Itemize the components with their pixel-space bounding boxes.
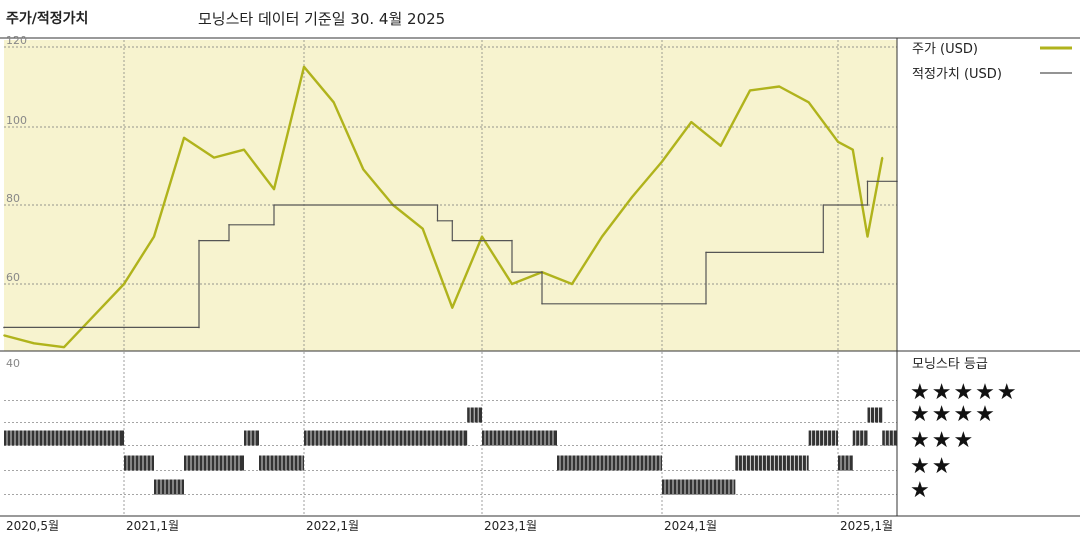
fair-point-17	[822, 251, 825, 254]
y-tick-label-120: 120	[6, 34, 27, 47]
legend-star-row-1: ★	[910, 478, 932, 503]
fair-point-14	[541, 302, 543, 305]
rating-bar-7	[467, 407, 482, 423]
price-point-27	[807, 101, 810, 104]
price-line	[3, 65, 884, 349]
price-point-4	[123, 283, 125, 285]
price-point-23	[690, 121, 693, 123]
price-point-7	[213, 156, 215, 159]
fair-point-16	[705, 251, 707, 254]
fair-point-1	[198, 326, 200, 329]
price-point-19	[571, 283, 573, 285]
price-point-8	[243, 148, 245, 151]
y-tick-label-40: 40	[6, 357, 20, 370]
x-tick-label-1: 2021,1월	[126, 519, 179, 533]
price-point-24	[719, 144, 722, 147]
fair-point-2	[198, 239, 200, 242]
fair-value-line	[4, 180, 897, 328]
legend-rating-label: 모닝스타 등급	[912, 357, 988, 372]
x-tick-label-2: 2022,1월	[306, 519, 359, 533]
fair-point-15	[705, 302, 707, 305]
legend-star-row-5: ★★★★★	[910, 380, 1019, 405]
fair-point-10	[451, 239, 454, 242]
chart-left-title: 주가/적정가치	[6, 11, 89, 27]
x-tick-label-4: 2024,1월	[664, 519, 717, 533]
price-point-17	[511, 283, 513, 285]
price-point-21	[631, 196, 633, 198]
frame-layer	[0, 37, 1080, 517]
price-point-9	[273, 188, 275, 190]
rating-bar-0	[4, 430, 124, 446]
price-point-22	[661, 160, 663, 163]
price-point-15	[451, 306, 454, 309]
fair-point-12	[511, 271, 513, 273]
fair-point-11	[511, 239, 513, 242]
tick-labels: 120 100 80 60 40 2020,5월 2021,1월 2022,1월 2023,1월…	[6, 34, 893, 533]
price-point-14	[421, 227, 424, 230]
fair-point-18	[822, 204, 825, 206]
price-point-5	[153, 235, 155, 238]
y-tick-label-60: 60	[6, 271, 20, 284]
fair-point-4	[228, 223, 230, 226]
legend-star-row-4: ★★★★	[910, 402, 997, 427]
fair-point-0	[3, 326, 5, 329]
price-point-26	[778, 85, 781, 88]
price-point-16	[481, 235, 483, 238]
price-point-6	[183, 137, 185, 139]
fair-point-9	[451, 220, 454, 222]
fair-point-13	[541, 271, 543, 273]
legend-star-row-3: ★★★	[910, 428, 975, 453]
x-tick-label-0: 2020,5월	[6, 519, 59, 533]
price-point-3	[93, 314, 95, 317]
x-tick-label-5: 2025,1월	[840, 519, 893, 533]
fair-point-8	[436, 220, 439, 222]
rating-bar-9	[557, 455, 662, 471]
fair-point-3	[228, 239, 230, 242]
price-point-10	[303, 65, 305, 68]
x-tick-label-3: 2023,1월	[484, 519, 537, 533]
rating-bar-6	[304, 430, 468, 446]
rating-bars	[4, 407, 897, 495]
price-point-28	[837, 141, 839, 143]
y-tick-label-80: 80	[6, 192, 20, 205]
price-point-12	[362, 168, 365, 171]
fair-point-7	[436, 204, 439, 206]
legend: 주가 (USD) 적정가치 (USD) 모닝스타 등급 ★★★★★ ★★★★ ★…	[910, 42, 1072, 503]
fair-point-5	[273, 223, 275, 226]
price-point-25	[749, 89, 751, 92]
price-point-11	[332, 101, 335, 104]
line-layer	[3, 65, 898, 349]
price-point-20	[601, 235, 603, 238]
legend-price-label: 주가 (USD)	[912, 42, 978, 57]
fair-point-20	[866, 180, 869, 183]
price-point-29	[851, 148, 854, 151]
legend-star-row-2: ★★	[910, 454, 953, 479]
legend-fair-label: 적정가치 (USD)	[912, 67, 1002, 82]
fair-point-19	[866, 204, 869, 206]
price-point-31	[881, 156, 884, 159]
price-point-2	[63, 346, 65, 349]
y-tick-label-100: 100	[6, 114, 27, 127]
chart-center-title: 모닝스타 데이터 기준일 30. 4월 2025	[198, 10, 446, 28]
rating-bar-4	[244, 430, 259, 446]
price-point-30	[866, 235, 869, 238]
fair-point-6	[273, 204, 275, 206]
price-point-0	[3, 334, 5, 337]
price-point-1	[33, 342, 35, 345]
